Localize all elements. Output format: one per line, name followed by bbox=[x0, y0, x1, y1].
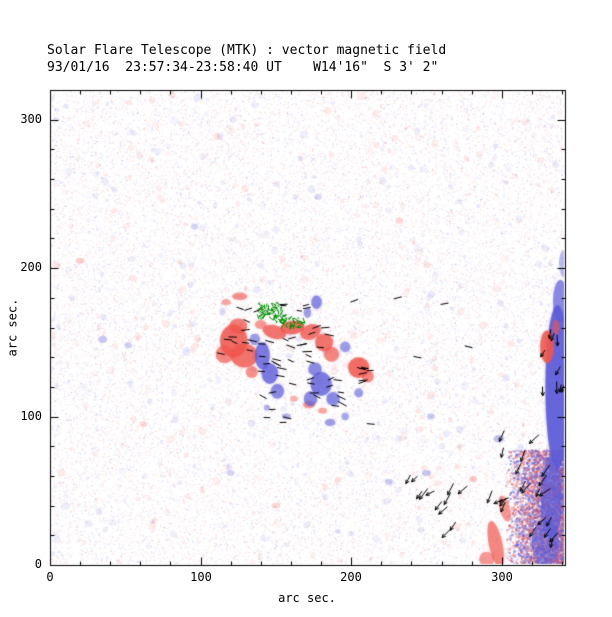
figure-subtitle: 93/01/16 23:57:34-23:58:40 UT W14'16" S … bbox=[47, 60, 439, 75]
y-tick-label-100: 100 bbox=[20, 409, 42, 423]
figure-title: Solar Flare Telescope (MTK) : vector mag… bbox=[47, 43, 447, 58]
y-tick-label-300: 300 bbox=[20, 112, 42, 126]
y-axis-label: arc sec. bbox=[5, 298, 20, 357]
y-tick-label-0: 0 bbox=[34, 557, 42, 571]
x-axis-label: arc sec. bbox=[278, 591, 336, 605]
y-tick-label-200: 200 bbox=[20, 260, 42, 274]
x-tick-label-100: 100 bbox=[190, 570, 212, 584]
x-tick-label-200: 200 bbox=[340, 570, 362, 584]
x-tick-label-0: 0 bbox=[46, 570, 54, 584]
x-tick-label-300: 300 bbox=[491, 570, 513, 584]
